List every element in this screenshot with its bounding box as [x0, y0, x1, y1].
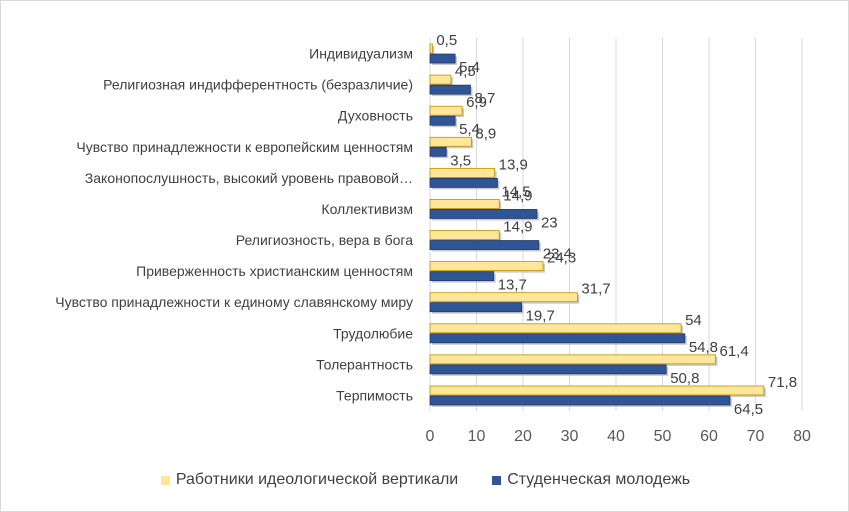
bar-series-2	[429, 364, 667, 375]
x-tick-label: 70	[747, 428, 765, 445]
data-label-series-2: 23	[541, 214, 558, 231]
bar-series-2	[429, 209, 538, 219]
data-label-series-2: 19,7	[526, 308, 555, 325]
category-label: Индивидуализм	[309, 46, 413, 62]
category-label: Коллективизм	[321, 201, 413, 217]
category-label: Приверженность христианским ценностям	[136, 263, 413, 279]
data-label-series-2: 8,7	[474, 90, 495, 107]
data-label-series-2: 23,4	[543, 246, 572, 263]
bar-series-2	[429, 333, 686, 344]
bar-series-2	[429, 53, 456, 64]
legend-item-series-2: Студенческая молодежь	[492, 471, 690, 489]
bar-series-1	[429, 261, 544, 272]
data-label-series-2: 54,8	[689, 339, 718, 356]
data-label-series-1: 0,5	[436, 32, 457, 49]
legend-label-series-2: Студенческая молодежь	[507, 471, 691, 488]
bar-series-1	[429, 354, 716, 365]
bar-series-1	[429, 199, 500, 209]
bar-series-1	[429, 230, 500, 240]
category-label: Трудолюбие	[333, 325, 413, 341]
data-label-series-1: 24,3	[547, 250, 576, 267]
legend: Работники идеологической вертикали Студе…	[1, 471, 849, 489]
legend-swatch-series-2	[492, 475, 502, 485]
bar-series-1	[429, 43, 433, 54]
category-label: Терпимость	[336, 387, 413, 403]
data-label-series-2: 5,4	[459, 59, 480, 76]
legend-label-series-1: Работники идеологической вертикали	[175, 471, 459, 488]
bar-series-1	[429, 105, 463, 116]
data-label-series-2: 50,8	[670, 370, 699, 387]
x-tick-label: 30	[561, 428, 579, 445]
bar-series-1	[429, 136, 472, 147]
x-tick-label: 20	[514, 428, 532, 445]
x-tick-label: 60	[700, 428, 718, 445]
data-label-series-1: 54	[685, 312, 702, 329]
x-tick-label: 50	[654, 428, 672, 445]
category-label: Религиозная индифферентность (безразличи…	[103, 77, 413, 93]
category-label: Религиозность, вера в бога	[236, 232, 413, 248]
category-label: Духовность	[338, 108, 413, 124]
data-label-series-1: 8,9	[475, 125, 496, 142]
data-label-series-1: 13,9	[499, 156, 528, 173]
category-label: Чувство принадлежности к единому славянс…	[55, 294, 413, 310]
bar-series-2	[429, 115, 456, 126]
category-label: Чувство принадлежности к европейским цен…	[76, 139, 413, 155]
bar-series-2	[429, 271, 495, 282]
bar-series-1	[429, 385, 765, 396]
bar-series-2	[429, 240, 540, 250]
x-tick-label: 80	[793, 428, 811, 445]
bar-series-1	[429, 167, 496, 178]
bar-series-1	[429, 292, 578, 303]
legend-item-series-1: Работники идеологической вертикали	[160, 471, 459, 489]
bar-series-2	[429, 84, 471, 95]
bar-series-2	[429, 177, 498, 188]
data-label-series-1: 14,9	[503, 219, 532, 236]
data-label-series-2: 14,5	[501, 183, 530, 200]
data-label-series-2: 5,4	[459, 121, 480, 138]
legend-swatch-series-1	[160, 475, 170, 485]
data-label-series-2: 3,5	[450, 152, 471, 169]
category-label: Законопослушность, высокий уровень право…	[85, 170, 413, 186]
data-label-series-1: 31,7	[581, 281, 610, 298]
data-label-series-1: 14,9	[503, 187, 532, 204]
data-label-series-2: 64,5	[734, 401, 763, 418]
data-label-series-1: 61,4	[720, 343, 749, 360]
bar-series-1	[429, 323, 682, 334]
bar-series-2	[429, 302, 523, 313]
data-label-series-1: 71,8	[768, 374, 797, 391]
bar-shadow	[432, 46, 435, 56]
category-label: Толерантность	[316, 356, 413, 372]
bar-series-2	[429, 395, 731, 406]
x-tick-label: 10	[468, 428, 486, 445]
bar-series-1	[429, 74, 452, 85]
data-label-series-2: 13,7	[498, 277, 527, 294]
chart-plot: 0 10 20 30 40 50 60 70 80 Терпимость 71,8 64,5 Толер…	[55, 32, 811, 445]
data-label-series-1: 6,9	[466, 94, 487, 111]
data-label-series-1: 4,5	[455, 63, 476, 80]
x-tick-label: 40	[607, 428, 625, 445]
x-tick-label: 0	[426, 428, 435, 445]
bar-series-2	[429, 146, 447, 157]
